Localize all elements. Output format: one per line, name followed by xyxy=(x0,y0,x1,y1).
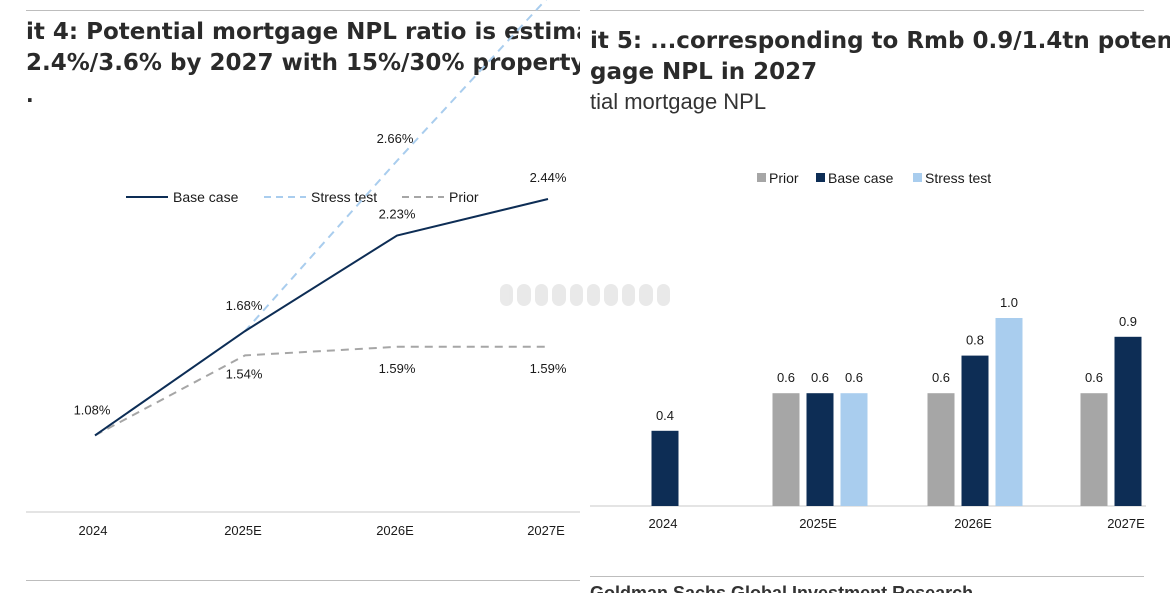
line-chart: Base case Stress test Prior 1.08% 1.68% 2.… xyxy=(26,0,580,538)
line-series-layer xyxy=(94,0,549,437)
bar-base-case-2027e xyxy=(1114,336,1142,506)
bar-series-layer xyxy=(651,318,1142,506)
bar-prior-2027e xyxy=(1080,393,1108,506)
bottom-rule xyxy=(590,576,1144,577)
data-label-prior-2025e: 1.54% xyxy=(226,366,263,381)
exhibit-5-panel: it 5: ...corresponding to Rmb 0.9/1.4tn … xyxy=(590,0,1170,593)
legend-label-base-case: Base case xyxy=(173,189,239,205)
bar-base-case-2026e xyxy=(961,355,989,506)
bottom-rule xyxy=(26,580,580,581)
top-rule xyxy=(590,10,1144,11)
x-tick-2024: 2024 xyxy=(649,516,678,531)
exhibit-4-title-line-1: it 4: Potential mortgage NPL ratio is es… xyxy=(26,19,580,45)
data-label-base-case-2026e: 2.23% xyxy=(379,207,416,222)
data-label-stress-test-2026e: 1.0 xyxy=(1000,295,1018,310)
line-chart-legend: Base case Stress test Prior xyxy=(126,189,479,205)
source-note: Goldman Sachs Global Investment Research xyxy=(590,583,974,593)
bar-labels-layer: 0.4 0.6 0.6 0.6 0.6 0.8 1.0 0.6 0.9 xyxy=(656,295,1137,423)
bar-prior-2026e xyxy=(927,393,955,506)
legend-label-stress-test: Stress test xyxy=(925,170,991,186)
series-line-stress-test xyxy=(94,0,547,437)
bar-base-case-2025e xyxy=(806,393,834,506)
data-label-prior-2025e: 0.6 xyxy=(777,370,795,385)
data-label-base-case-2027e: 0.9 xyxy=(1119,314,1137,329)
exhibit-4-panel: it 4: Potential mortgage NPL ratio is es… xyxy=(0,0,580,593)
data-label-prior-2026e: 0.6 xyxy=(932,370,950,385)
legend-swatch-prior xyxy=(757,173,766,182)
bar-x-ticks: 2024 2025E 2026E 2027E xyxy=(649,516,1146,531)
data-label-base-case-2025e: 0.6 xyxy=(811,370,829,385)
data-label-prior-2026e: 1.59% xyxy=(379,361,416,376)
bar-prior-2025e xyxy=(772,393,800,506)
bar-stress-test-2025e xyxy=(840,393,868,506)
legend-label-stress-test: Stress test xyxy=(311,189,377,205)
line-labels-layer: 1.08%1.68%2.23%2.44%2.66%3.60%1.54%1.59%… xyxy=(74,131,567,418)
data-label-stress-test-2025e: 0.6 xyxy=(845,370,863,385)
series-line-prior xyxy=(94,345,548,437)
exhibit-4-title-line-3: . xyxy=(26,83,34,107)
x-tick-2027e: 2027E xyxy=(1107,516,1145,531)
data-label-base-case-2025e: 1.68% xyxy=(226,298,263,313)
legend-label-prior: Prior xyxy=(769,170,799,186)
x-tick-2026e: 2026E xyxy=(376,523,414,538)
legend-label-prior: Prior xyxy=(449,189,479,205)
bar-chart-legend: Prior Base case Stress test xyxy=(757,170,991,186)
x-tick-2027e: 2027E xyxy=(527,523,565,538)
data-label-base-case-2026e: 0.8 xyxy=(966,333,984,348)
x-tick-2025e: 2025E xyxy=(224,523,262,538)
data-label-prior-2027e: 1.59% xyxy=(530,361,567,376)
data-label-prior-2027e: 0.6 xyxy=(1085,370,1103,385)
series-line-base-case xyxy=(94,198,549,437)
exhibit-5-title-line-2: gage NPL in 2027 xyxy=(590,59,818,85)
bar-stress-test-2026e xyxy=(995,318,1023,506)
legend-label-base-case: Base case xyxy=(828,170,894,186)
line-x-ticks: 2024 2025E 2026E 2027E xyxy=(79,523,566,538)
legend-swatch-base-case xyxy=(816,173,825,182)
x-tick-2026e: 2026E xyxy=(954,516,992,531)
data-label-stress-test-2026e: 2.66% xyxy=(377,131,414,146)
data-label-base-case-2024: 0.4 xyxy=(656,408,674,423)
bar-chart: Prior Base case Stress test 0.4 0.6 0.6 0.6… xyxy=(590,170,1146,531)
exhibit-5-subtitle: tial mortgage NPL xyxy=(590,89,767,114)
x-tick-2025e: 2025E xyxy=(799,516,837,531)
watermark xyxy=(500,284,671,308)
data-label-base-case-2024: 1.08% xyxy=(74,402,111,417)
data-label-base-case-2027e: 2.44% xyxy=(530,170,567,185)
x-tick-2024: 2024 xyxy=(79,523,108,538)
exhibit-5-title-line-1: it 5: ...corresponding to Rmb 0.9/1.4tn … xyxy=(590,28,1170,54)
exhibit-4-title-line-2: 2.4%/3.6% by 2027 with 15%/30% property … xyxy=(26,50,580,76)
top-rule xyxy=(26,10,580,11)
panel-divider xyxy=(580,0,590,593)
bar-base-case-2024 xyxy=(651,430,679,506)
legend-swatch-stress-test xyxy=(913,173,922,182)
